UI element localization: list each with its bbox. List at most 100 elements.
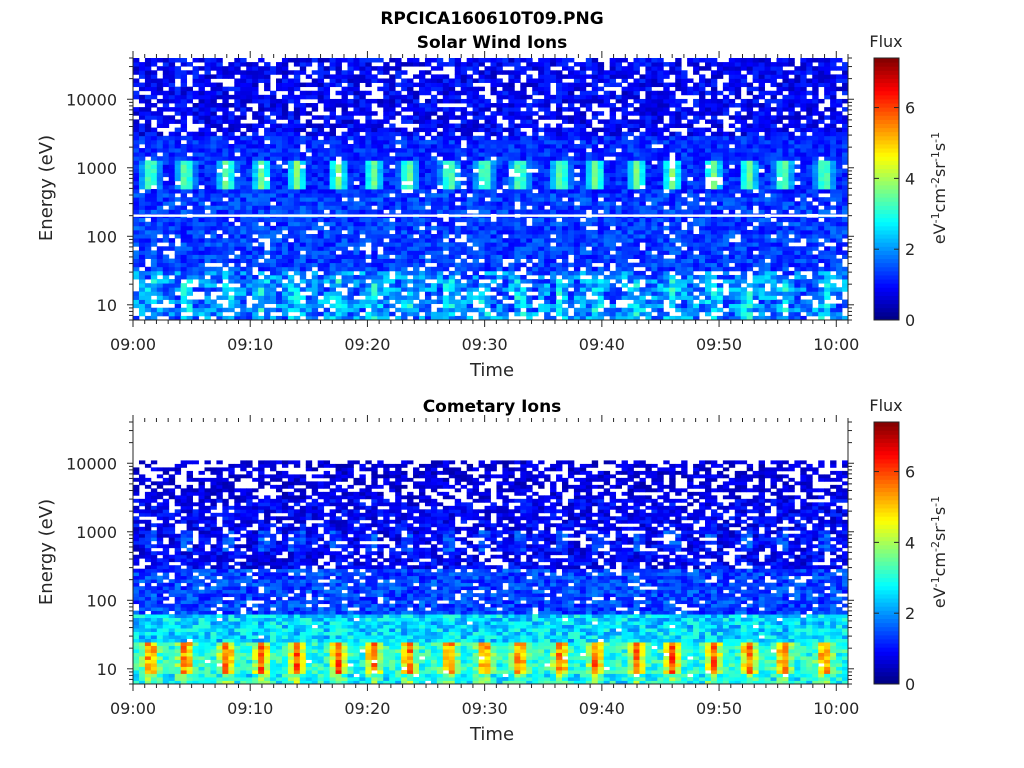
heatmap-cell <box>633 172 640 178</box>
heatmap-cell <box>299 103 307 108</box>
heatmap-cell <box>133 303 140 309</box>
heatmap-cell <box>299 279 307 284</box>
heatmap-cell <box>293 238 301 243</box>
heatmap-cell <box>192 225 199 231</box>
heatmap-cell <box>317 303 325 309</box>
heatmap-cell <box>174 152 182 157</box>
heatmap-cell <box>347 287 354 292</box>
heatmap-cell <box>258 115 265 120</box>
heatmap-cell <box>377 197 384 202</box>
heatmap-cell <box>365 315 372 321</box>
heatmap-cell <box>347 279 354 284</box>
heatmap-cell <box>651 201 658 206</box>
heatmap-cell <box>544 131 551 137</box>
heatmap-cell <box>544 225 551 231</box>
heatmap-cell <box>544 189 551 194</box>
heatmap-cell <box>293 176 301 182</box>
heatmap-cell <box>228 143 235 149</box>
heatmap-cell <box>621 98 628 104</box>
heatmap-cell <box>192 94 199 100</box>
heatmap-cell <box>550 238 557 243</box>
heatmap-cell <box>258 180 265 186</box>
heatmap-cell <box>198 111 205 116</box>
heatmap-cell <box>371 164 378 169</box>
heatmap-cell <box>585 135 593 141</box>
heatmap-cell <box>448 225 456 231</box>
heatmap-cell <box>567 193 575 198</box>
heatmap-cell <box>329 123 336 128</box>
heatmap-cell <box>198 131 205 137</box>
heatmap-cell <box>264 107 271 112</box>
heatmap-cell <box>591 172 599 178</box>
heatmap-cell <box>335 82 342 88</box>
heatmap-cell <box>389 291 396 296</box>
heatmap-cell <box>514 221 521 227</box>
heatmap-cell <box>544 123 551 128</box>
heatmap-cell <box>597 221 605 227</box>
heatmap-cell <box>353 160 360 165</box>
heatmap-cell <box>442 258 450 264</box>
heatmap-cell <box>138 180 146 186</box>
heatmap-cell <box>430 143 438 149</box>
heatmap-cell <box>430 205 438 210</box>
heatmap-cell <box>311 168 319 174</box>
heatmap-cell <box>240 82 247 88</box>
heatmap-cell <box>359 229 366 235</box>
heatmap-cell <box>424 274 432 280</box>
heatmap-cell <box>216 164 223 169</box>
heatmap-cell <box>383 168 390 174</box>
heatmap-cell <box>198 152 205 157</box>
heatmap-cell <box>258 254 265 259</box>
heatmap-cell <box>335 115 342 120</box>
heatmap-cell <box>353 205 360 210</box>
heatmap-cell <box>180 156 188 161</box>
heatmap-cell <box>645 148 652 153</box>
heatmap-cell <box>383 279 390 284</box>
heatmap-cell <box>591 234 599 239</box>
heatmap-cell <box>180 62 188 67</box>
heatmap-cell <box>466 234 474 239</box>
heatmap-cell <box>234 82 241 88</box>
heatmap-cell <box>466 303 474 309</box>
heatmap-cell <box>621 266 628 272</box>
heatmap-cell <box>514 238 521 243</box>
heatmap-cell <box>627 246 634 251</box>
heatmap-cell <box>532 66 539 71</box>
heatmap-cell <box>633 283 640 288</box>
heatmap-cell <box>299 189 307 194</box>
heatmap-cell <box>508 135 515 141</box>
heatmap-cell <box>550 131 557 137</box>
heatmap-cell <box>401 193 408 198</box>
heatmap-cell <box>198 303 205 309</box>
heatmap-cell <box>264 160 271 165</box>
heatmap-cell <box>252 221 259 227</box>
heatmap-cell <box>204 189 211 194</box>
heatmap-cell <box>573 279 581 284</box>
heatmap-cell <box>133 176 140 182</box>
heatmap-cell <box>472 139 479 145</box>
heatmap-cell <box>222 135 229 141</box>
heatmap-cell <box>329 66 336 71</box>
heatmap-cell <box>514 209 521 214</box>
heatmap-cell <box>216 66 223 71</box>
heatmap-cell <box>556 98 563 104</box>
heatmap-cell <box>484 107 491 112</box>
heatmap-cell <box>573 291 581 296</box>
heatmap-cell <box>532 111 539 116</box>
heatmap-cell <box>371 279 378 284</box>
heatmap-cell <box>454 299 462 305</box>
heatmap-cell <box>639 139 646 145</box>
heatmap-cell <box>401 115 408 120</box>
heatmap-cell <box>621 295 628 300</box>
heatmap-cell <box>407 135 414 141</box>
heatmap-cell <box>335 189 342 194</box>
heatmap-cell <box>526 66 533 71</box>
heatmap-cell <box>579 152 587 157</box>
heatmap-cell <box>353 189 360 194</box>
heatmap-cell <box>591 82 599 88</box>
heatmap-cell <box>514 62 521 67</box>
heatmap-cell <box>502 189 509 194</box>
heatmap-cell <box>359 201 366 206</box>
heatmap-cell <box>252 311 259 317</box>
heatmap-cell <box>502 135 509 141</box>
